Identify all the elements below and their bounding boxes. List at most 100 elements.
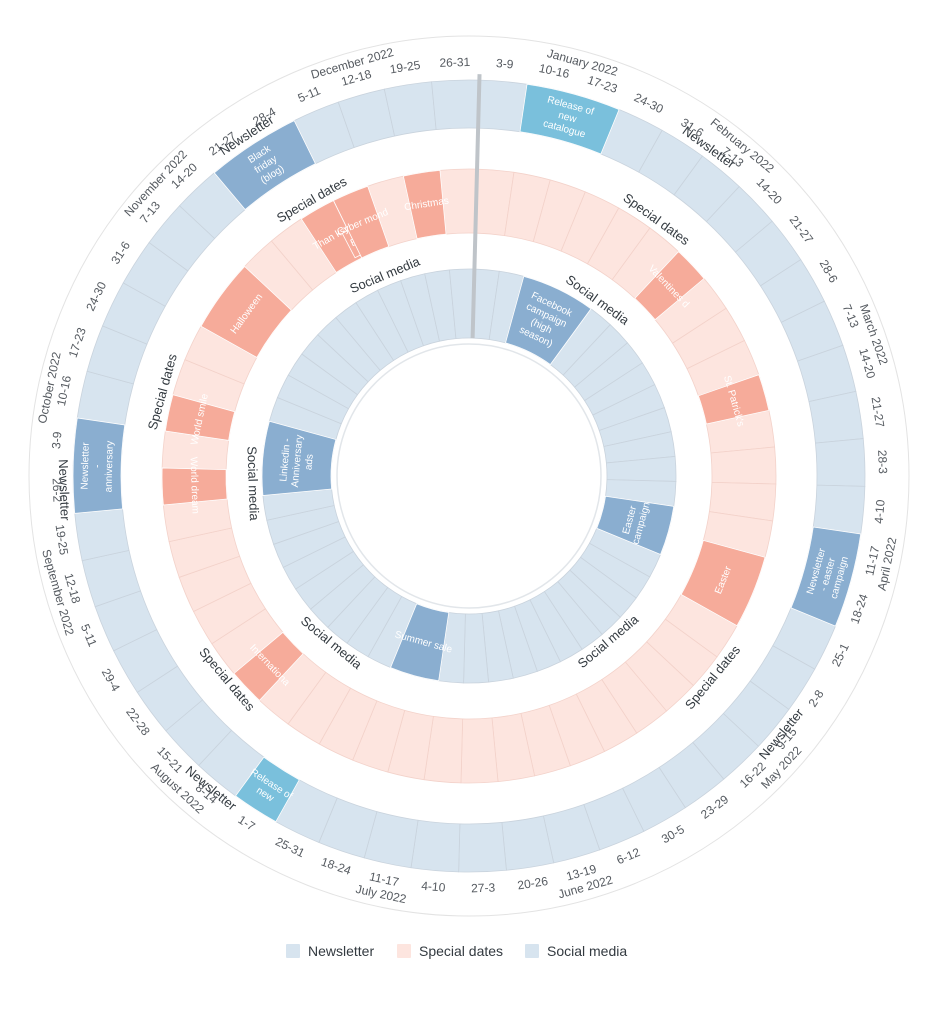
week-cell[interactable] [812,484,866,535]
event-block[interactable] [213,120,316,211]
week-label: 23-29 [698,792,731,822]
ring-label-social-media: Social media [244,446,262,522]
event-easter[interactable]: Easter [680,539,766,627]
event-world-dream[interactable]: World dream [161,457,228,514]
ring-newsletter: Release ofnewcatalogue Newsletter- easter… [72,79,866,873]
week-cell[interactable] [815,438,866,487]
event-block[interactable] [390,603,450,682]
week-label: 25-1 [829,641,852,669]
event-release-of-new[interactable]: Release ofnew [235,756,300,823]
week-label: 17-23 [66,325,89,359]
week-cell[interactable] [477,79,528,133]
outer-ring-line [28,35,910,917]
legend-swatch-special-dates [397,944,411,958]
event-block[interactable] [790,526,862,627]
event-black-friday-blog[interactable]: Blackfriday(blog) [213,120,316,211]
week-label: 11-17 [862,545,882,577]
week-label: 5-11 [296,83,323,105]
legend: Newsletter Special dates Social media [286,943,627,959]
week-label: 18-24 [848,592,871,626]
event-valentines-d[interactable]: Valentines d [634,251,705,321]
event-linkedin-anniversary-ads[interactable]: Linkedin -Anniversaryads [261,420,337,496]
event-st-patrick-s[interactable]: St. Patrick's [697,374,770,428]
event-facebook-campaign-high-season[interactable]: Facebookcampaign(highseason) [505,275,592,366]
event-internationa[interactable]: Internationa [233,631,304,701]
week-label: 18-24 [319,855,353,878]
event-summer-sale[interactable]: Summer sale [390,603,454,682]
week-cell[interactable] [458,822,507,873]
event-christmas[interactable]: Christmas [402,169,450,240]
ring-social-media: Facebookcampaign(highseason) Eastercampai… [261,268,677,684]
center-circle [336,343,602,609]
week-label: 21-27 [787,213,817,246]
week-label: 1-7 [236,812,258,833]
week-label: 24-30 [83,279,109,313]
week-label: 6-12 [614,845,642,867]
week-cell[interactable] [410,819,461,873]
week-label: 26-2 [50,478,65,503]
week-label: 31-6 [108,239,133,267]
week-label: 10-16 [538,61,571,81]
legend-swatch-newsletter [286,944,300,958]
week-label: 3-9 [49,431,64,450]
event-world-smile[interactable]: World smile [164,392,236,446]
event-block[interactable] [72,417,126,514]
ring-special-dates: Valentines d St. Patrick's Easter Internati… [161,168,777,784]
week-label: 3-9 [496,56,515,71]
week-label: 28-6 [817,257,841,285]
week-label: 25-31 [273,834,307,860]
week-cell[interactable] [460,717,499,784]
legend-label-special-dates: Special dates [419,943,503,959]
event-block[interactable] [261,420,337,496]
legend-label-newsletter: Newsletter [308,943,374,959]
week-label: 5-11 [78,622,100,649]
legend-item-special-dates[interactable]: Special dates [397,943,503,959]
event-block[interactable] [402,169,447,240]
event-block[interactable] [697,374,770,425]
week-cell[interactable] [431,79,480,130]
event-label: Newsletter-anniversary [79,440,115,493]
event-block[interactable] [505,275,592,366]
event-block[interactable] [164,394,236,441]
event-block[interactable] [235,756,300,823]
event-block[interactable] [519,83,620,155]
legend-item-newsletter[interactable]: Newsletter [286,943,374,959]
year-start-divider [470,74,482,339]
event-block[interactable] [634,251,705,321]
week-label: 29-4 [99,666,123,694]
week-label: 28-3 [875,450,890,475]
week-label: 11-17 [368,869,400,889]
event-release-of-new-catalogue[interactable]: Release ofnewcatalogue [519,83,620,155]
week-label: 4-10 [872,499,888,524]
legend-label-social-media: Social media [547,943,627,959]
week-label: 30-5 [659,822,687,846]
event-newsletter-anniversary[interactable]: Newsletter-anniversary [72,417,126,514]
week-label: 19-25 [52,523,71,556]
week-label: 10-16 [54,374,74,407]
week-label: 20-26 [516,874,549,893]
event-easter-campaign[interactable]: Eastercampaign [596,495,675,555]
event-block[interactable] [680,539,766,627]
legend-item-social-media[interactable]: Social media [525,943,627,959]
week-label: 22-28 [123,705,153,738]
ring-label-newsletter: Newsletter [56,459,73,522]
event-block[interactable] [200,265,292,359]
week-cell[interactable] [710,446,777,485]
week-label: 2-8 [805,687,826,709]
event-label: World dream [188,457,201,514]
week-label: 4-10 [421,879,446,895]
event-block[interactable] [332,185,390,259]
event-newsletter-easter-campaign[interactable]: Newsletter- eastercampaign [790,526,862,627]
legend-swatch-social-media [525,944,539,958]
week-label: 26-31 [439,55,470,70]
event-halloween[interactable]: Halloween [200,265,292,359]
week-label: 24-30 [632,90,666,116]
week-label: 19-25 [389,58,422,77]
week-label: 14-20 [754,175,786,207]
event-block[interactable] [596,495,675,555]
event-block[interactable] [161,467,228,506]
week-label: 21-27 [869,396,888,429]
event-block[interactable] [233,631,304,701]
event-label: Linkedin -Anniversaryads [278,433,317,489]
